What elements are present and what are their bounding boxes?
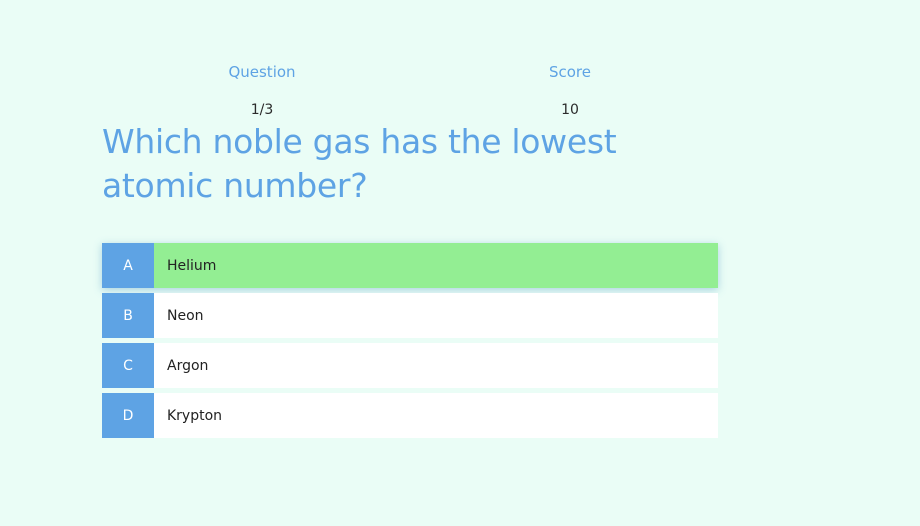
answer-text: Argon (167, 357, 209, 374)
answer-text: Krypton (167, 407, 223, 424)
quiz-stats: Question 1/3 Score 10 (0, 0, 920, 130)
question-label: Question (228, 63, 296, 81)
answer-option-c[interactable]: C Argon (102, 343, 718, 388)
answer-list: A Helium B Neon C Argon D Krypton (102, 243, 718, 443)
answer-option-d[interactable]: D Krypton (102, 393, 718, 438)
answer-option-b[interactable]: B Neon (102, 293, 718, 338)
question-counter: Question 1/3 (162, 62, 362, 119)
answer-letter: B (102, 293, 154, 338)
answer-letter: D (102, 393, 154, 438)
answer-letter: C (102, 343, 154, 388)
question-text: Which noble gas has the lowest atomic nu… (102, 122, 617, 205)
question-value: 1/3 (250, 102, 274, 118)
score-label: Score (548, 63, 591, 81)
answer-letter: A (102, 243, 154, 288)
answer-option-a[interactable]: A Helium (102, 243, 718, 288)
score-counter: Score 10 (470, 62, 670, 119)
answer-text: Helium (167, 257, 217, 274)
answer-text: Neon (167, 307, 204, 324)
score-value: 10 (561, 102, 579, 118)
